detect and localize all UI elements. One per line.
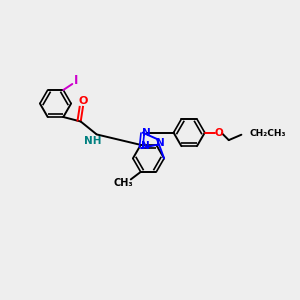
Text: N: N	[142, 128, 151, 138]
Text: N: N	[141, 141, 150, 151]
Text: I: I	[74, 74, 78, 88]
Text: NH: NH	[84, 136, 101, 146]
Text: N: N	[155, 138, 164, 148]
Text: CH₂CH₃: CH₂CH₃	[250, 129, 286, 138]
Text: CH₃: CH₃	[114, 178, 134, 188]
Text: O: O	[78, 95, 88, 106]
Text: O: O	[214, 128, 223, 138]
